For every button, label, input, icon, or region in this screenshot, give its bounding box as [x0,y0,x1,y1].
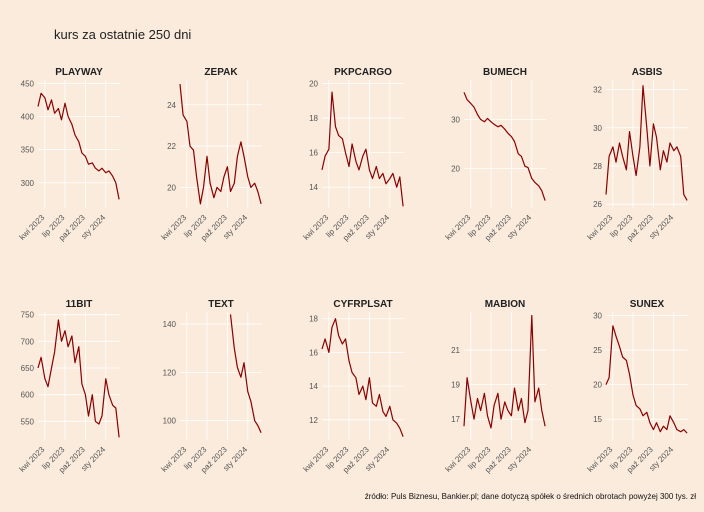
x-tick-label: kwi 2023 [586,445,615,474]
x-tick-label: kwi 2023 [18,213,47,242]
x-tick-label: kwi 2023 [302,445,331,474]
price-line [605,85,688,201]
x-tick-label: kwi 2023 [444,445,473,474]
y-tick-label: 350 [21,146,35,155]
y-tick-label: 32 [593,86,602,95]
x-tick-label: kwi 2023 [160,445,189,474]
price-line [229,314,262,434]
panel-title: ASBIS [632,67,663,78]
panel-title: PLAYWAY [55,67,103,78]
source-caption: źródło: Puls Biznesu, Bankier.pl; dane d… [364,492,696,501]
x-tick-label: kwi 2023 [160,213,189,242]
y-tick-label: 16 [309,149,318,158]
y-tick-label: 30 [593,124,602,133]
y-tick-label: 21 [451,346,460,355]
y-tick-label: 300 [21,179,35,188]
y-tick-label: 700 [21,337,35,346]
x-tick-label: kwi 2023 [586,213,615,242]
panel-title: SUNEX [630,299,665,310]
y-tick-label: 22 [167,142,176,151]
y-tick-label: 24 [167,101,176,110]
panel-title: MABION [485,299,526,310]
y-tick-label: 20 [451,165,460,174]
y-tick-label: 100 [163,417,177,426]
y-tick-label: 16 [309,348,318,357]
price-line [37,319,120,438]
y-tick-label: 400 [21,112,35,121]
y-tick-label: 600 [21,391,35,400]
y-tick-label: 18 [309,114,318,123]
price-line [179,84,262,205]
y-tick-label: 26 [593,200,602,209]
price-line [37,92,120,200]
y-tick-label: 12 [309,416,318,425]
price-line [321,318,404,437]
y-tick-label: 15 [593,415,602,424]
x-tick-label: kwi 2023 [444,213,473,242]
y-tick-label: 19 [451,381,460,390]
y-tick-label: 750 [21,311,35,320]
page-title: kurs za ostatnie 250 dni [54,27,192,42]
price-line [605,325,688,434]
y-tick-label: 20 [167,183,176,192]
y-tick-label: 17 [451,415,460,424]
y-tick-label: 14 [309,183,318,192]
panel-title: ZEPAK [204,67,238,78]
y-tick-label: 20 [309,79,318,88]
y-tick-label: 550 [21,417,35,426]
y-tick-label: 450 [21,79,35,88]
y-tick-label: 25 [593,346,602,355]
y-tick-label: 14 [309,382,318,391]
price-line [463,92,546,201]
x-tick-label: kwi 2023 [18,445,47,474]
y-tick-label: 120 [163,368,177,377]
panel-title: PKPCARGO [334,67,392,78]
panel-title: BUMECH [483,67,527,78]
price-line [321,91,404,207]
y-tick-label: 30 [593,311,602,320]
y-tick-label: 20 [593,381,602,390]
panel-title: TEXT [208,299,234,310]
y-tick-label: 28 [593,162,602,171]
y-tick-label: 140 [163,320,177,329]
panel-title: 11BIT [66,299,93,310]
y-tick-label: 18 [309,315,318,324]
y-tick-label: 30 [451,115,460,124]
price-line [463,314,546,429]
x-tick-label: kwi 2023 [302,213,331,242]
panel-title: CYFRPLSAT [333,299,392,310]
y-tick-label: 650 [21,364,35,373]
